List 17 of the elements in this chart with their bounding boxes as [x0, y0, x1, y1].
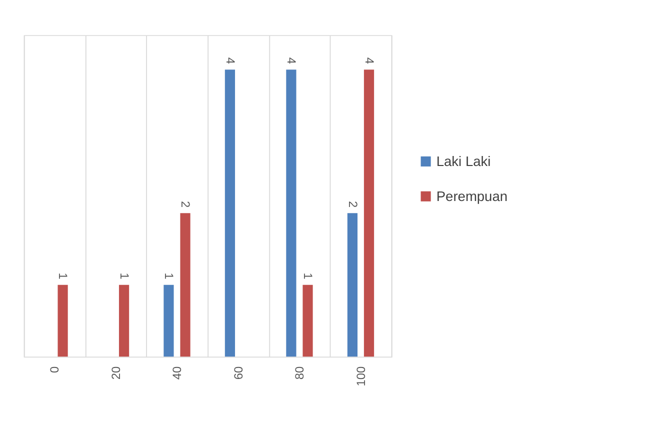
data-label: 4 [223, 57, 238, 64]
data-label: 2 [346, 200, 360, 208]
x-tick-label: 60 [231, 366, 246, 380]
legend-label: Perempuan [436, 188, 508, 204]
data-label: 1 [162, 272, 176, 280]
data-label: 4 [284, 57, 299, 64]
data-label: 1 [301, 272, 316, 280]
data-label: 4 [362, 57, 376, 64]
data-label: 2 [178, 200, 193, 208]
data-label: 1 [117, 272, 132, 280]
legend-label: Laki Laki [436, 154, 491, 170]
x-tick-label: 40 [170, 366, 184, 380]
data-label: 1 [56, 272, 70, 280]
x-tick-label: 20 [108, 366, 123, 380]
x-tick-label: 100 [354, 366, 368, 386]
x-tick-label: 80 [292, 366, 307, 380]
x-tick-label: 0 [48, 366, 62, 373]
